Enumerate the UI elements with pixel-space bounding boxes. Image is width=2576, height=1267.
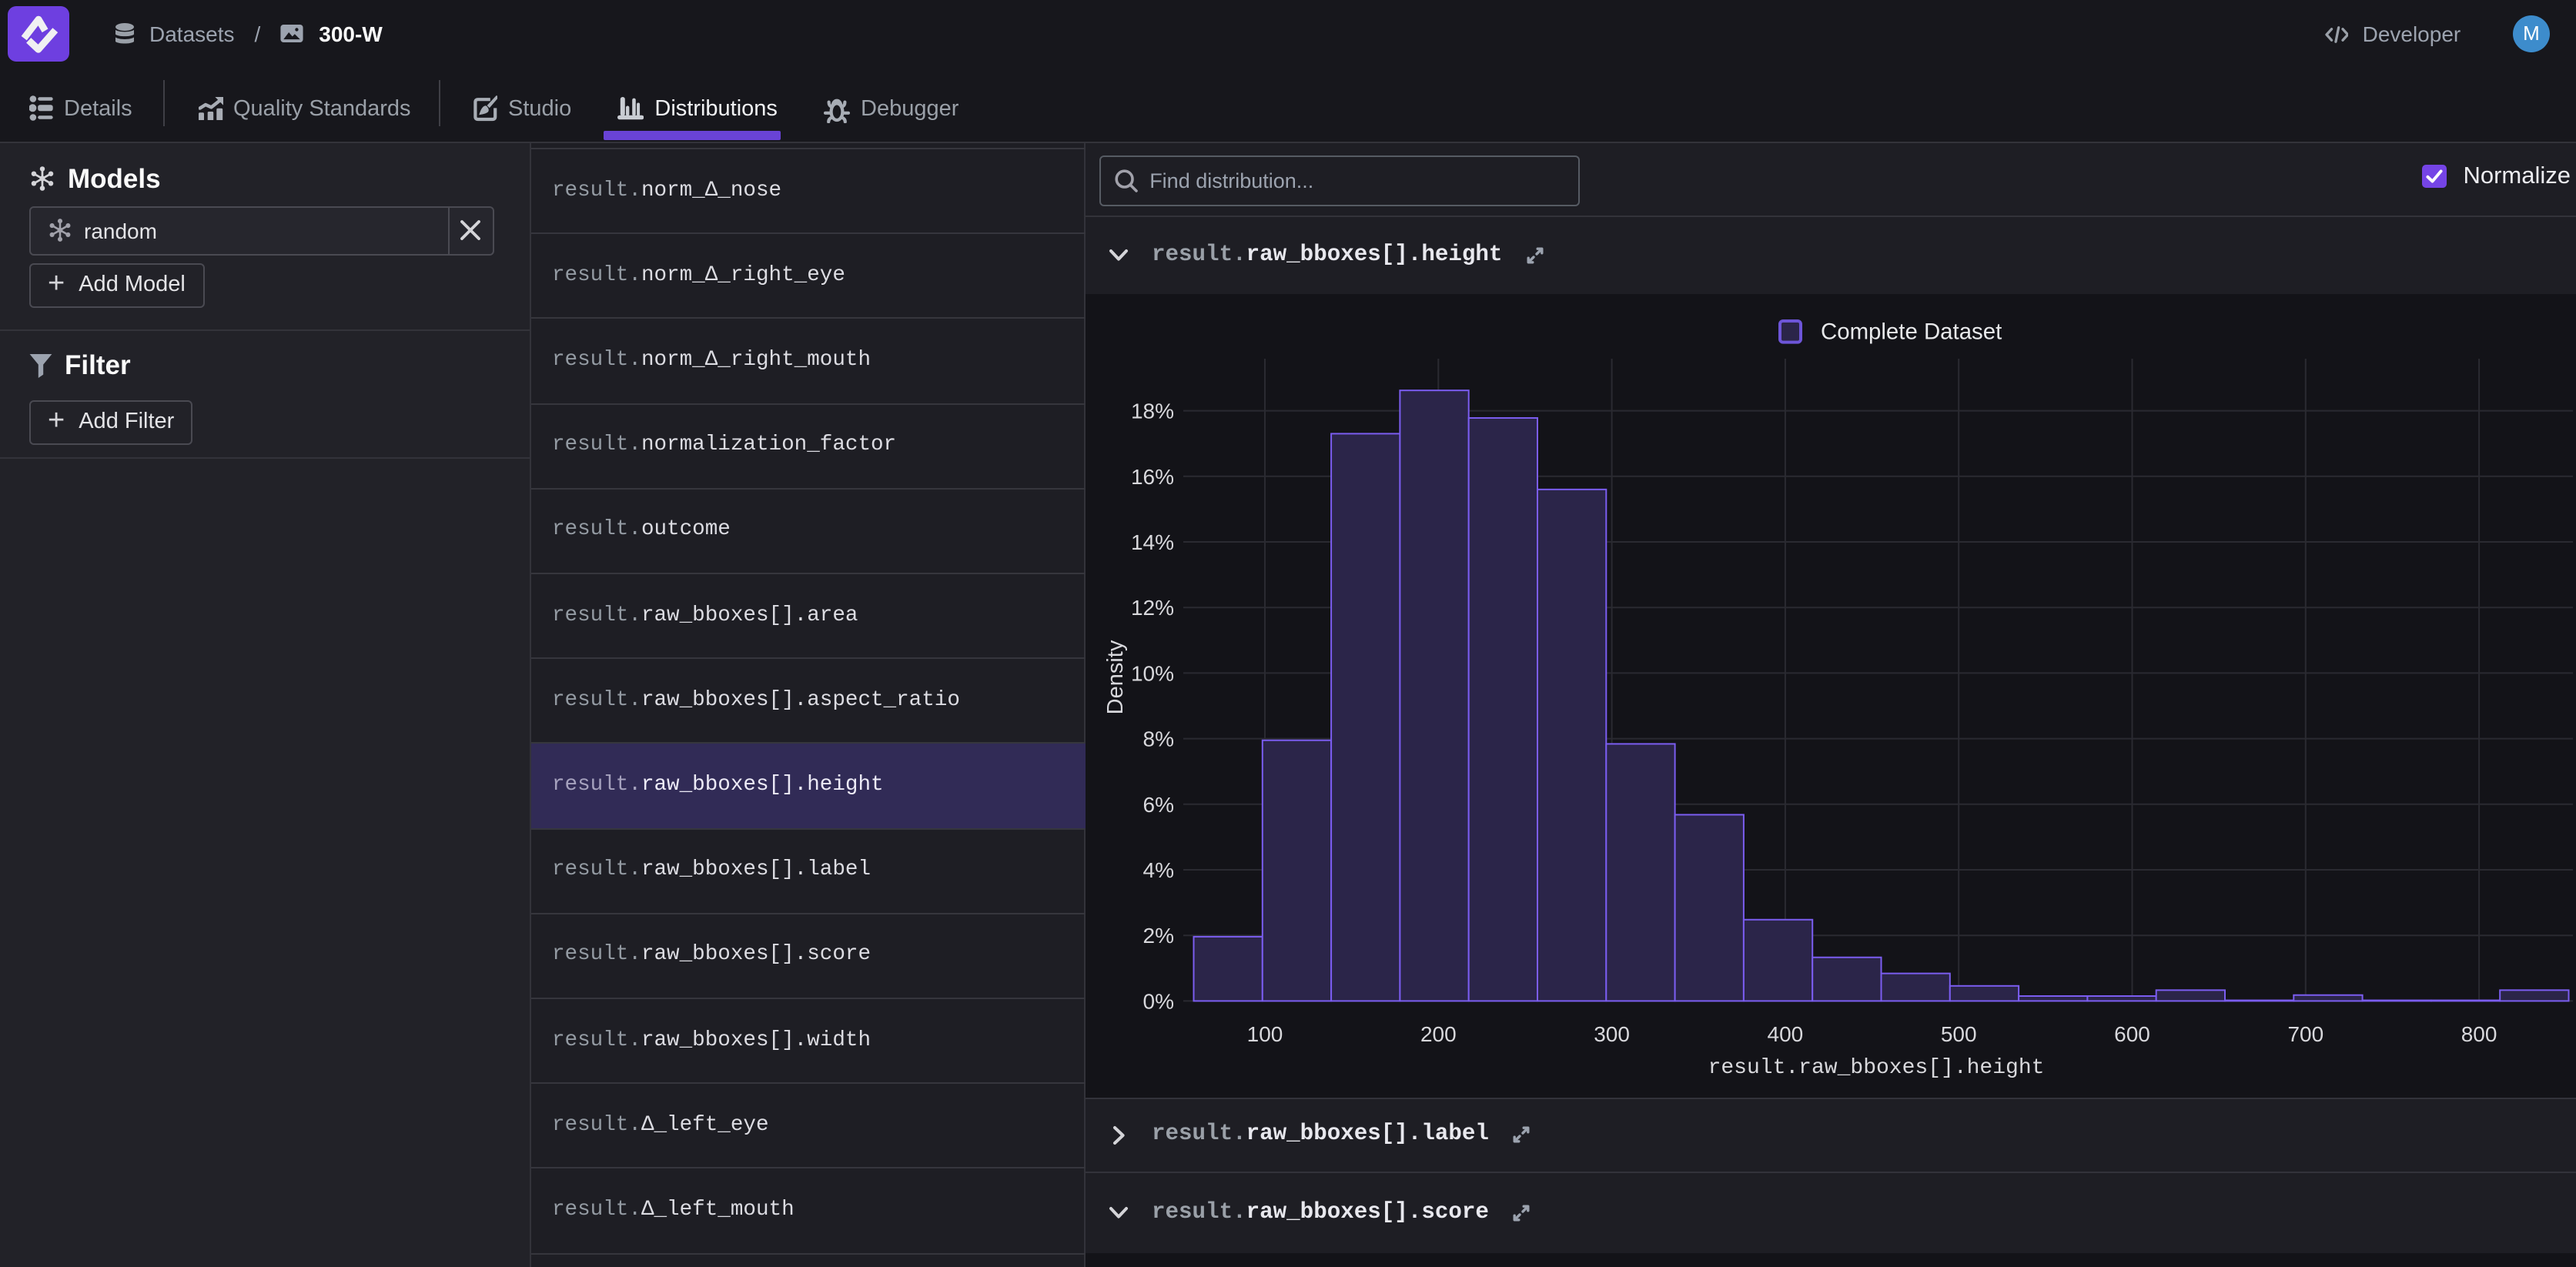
svg-text:400: 400 bbox=[1768, 1022, 1804, 1046]
svg-text:result.raw_bboxes[].height: result.raw_bboxes[].height bbox=[1708, 1056, 2045, 1080]
svg-text:600: 600 bbox=[2114, 1022, 2150, 1046]
svg-text:Complete Dataset: Complete Dataset bbox=[1821, 319, 2002, 344]
svg-text:800: 800 bbox=[2461, 1022, 2497, 1046]
svg-text:500: 500 bbox=[1941, 1022, 1977, 1046]
svg-text:8%: 8% bbox=[1143, 727, 1174, 751]
svg-text:6%: 6% bbox=[1143, 792, 1174, 816]
svg-text:300: 300 bbox=[1594, 1022, 1630, 1046]
svg-text:4%: 4% bbox=[1143, 858, 1174, 882]
svg-text:0%: 0% bbox=[1143, 989, 1174, 1013]
svg-text:16%: 16% bbox=[1131, 464, 1174, 488]
svg-text:14%: 14% bbox=[1131, 530, 1174, 554]
svg-text:700: 700 bbox=[2287, 1022, 2323, 1046]
svg-text:Density: Density bbox=[1103, 640, 1128, 714]
svg-text:100: 100 bbox=[1247, 1022, 1283, 1046]
svg-text:10%: 10% bbox=[1131, 661, 1174, 685]
svg-text:12%: 12% bbox=[1131, 596, 1174, 620]
svg-text:200: 200 bbox=[1420, 1022, 1457, 1046]
svg-text:18%: 18% bbox=[1131, 399, 1174, 423]
svg-text:2%: 2% bbox=[1143, 924, 1174, 948]
